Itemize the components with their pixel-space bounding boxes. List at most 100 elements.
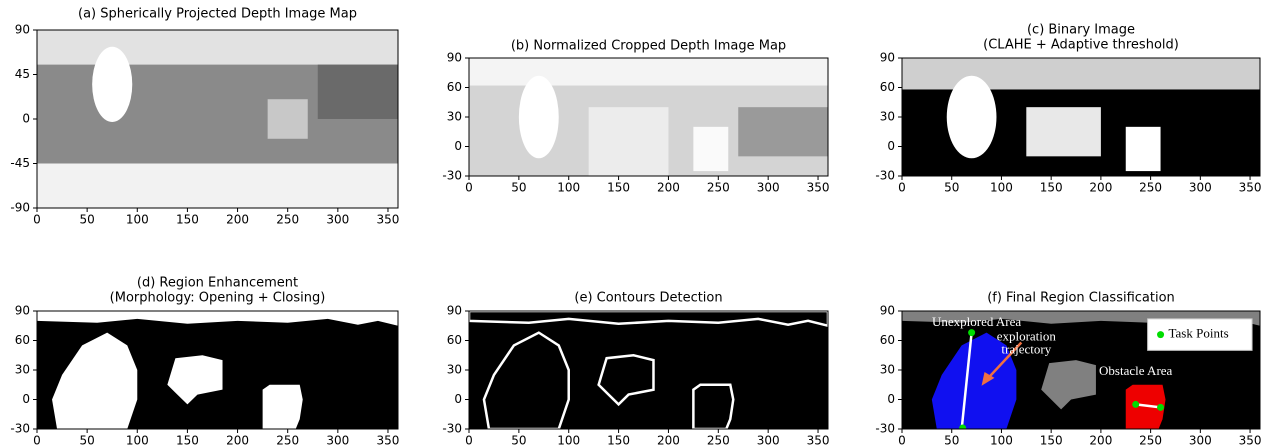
annotation: trajectory bbox=[1001, 341, 1051, 356]
x-tick-label: 350 bbox=[1239, 181, 1262, 195]
x-tick-label: 350 bbox=[807, 181, 830, 195]
y-tick-label: -30 bbox=[875, 169, 895, 183]
panel-title: (d) Region Enhancement bbox=[137, 276, 298, 291]
region bbox=[588, 107, 669, 176]
image-content bbox=[37, 30, 398, 208]
arrow-head bbox=[981, 371, 995, 386]
y-tick-label: 45 bbox=[15, 67, 30, 81]
x-tick-label: 250 bbox=[707, 434, 730, 448]
region bbox=[317, 64, 398, 119]
region bbox=[1041, 360, 1096, 410]
y-tick-label: -45 bbox=[10, 156, 30, 170]
panel-title: (e) Contours Detection bbox=[574, 291, 722, 306]
y-tick-label: 30 bbox=[880, 110, 895, 124]
region bbox=[469, 311, 828, 429]
x-tick-label: 50 bbox=[944, 181, 959, 195]
x-tick-label: 100 bbox=[126, 213, 149, 227]
x-tick-label: 50 bbox=[511, 181, 526, 195]
y-tick-label: 30 bbox=[880, 363, 895, 377]
panel-title: (a) Spherically Projected Depth Image Ma… bbox=[78, 7, 357, 22]
x-tick-label: 300 bbox=[1189, 434, 1212, 448]
x-tick-label: 50 bbox=[511, 434, 526, 448]
y-tick-label: -30 bbox=[442, 169, 462, 183]
x-tick-label: 200 bbox=[226, 434, 249, 448]
region bbox=[52, 332, 138, 429]
y-tick-label: -30 bbox=[442, 422, 462, 436]
y-tick-label: 0 bbox=[887, 139, 895, 153]
region bbox=[482, 331, 570, 429]
region bbox=[1125, 384, 1166, 429]
x-tick-label: 100 bbox=[557, 434, 580, 448]
x-tick-label: 150 bbox=[1040, 181, 1063, 195]
x-tick-label: 0 bbox=[898, 181, 906, 195]
x-tick-label: 250 bbox=[707, 181, 730, 195]
legend-box bbox=[1147, 318, 1253, 351]
region bbox=[469, 311, 828, 328]
panel-title: (b) Normalized Cropped Depth Image Map bbox=[511, 39, 786, 54]
legend-marker bbox=[1157, 331, 1165, 339]
x-tick-label: 0 bbox=[898, 434, 906, 448]
region bbox=[902, 311, 1260, 326]
panel-subtitle: (CLAHE + Adaptive threshold) bbox=[983, 38, 1179, 53]
y-tick-label: 30 bbox=[15, 363, 30, 377]
image-content bbox=[469, 58, 828, 176]
x-tick-label: 50 bbox=[79, 213, 94, 227]
x-tick-label: 100 bbox=[990, 434, 1013, 448]
x-tick-label: 350 bbox=[1239, 434, 1262, 448]
y-tick-label: 90 bbox=[15, 304, 30, 318]
x-tick-label: 150 bbox=[607, 181, 630, 195]
region bbox=[738, 107, 828, 157]
x-tick-label: 150 bbox=[607, 434, 630, 448]
panel-title: (f) Final Region Classification bbox=[987, 291, 1175, 306]
y-tick-label: 60 bbox=[880, 80, 895, 94]
x-tick-label: 50 bbox=[944, 434, 959, 448]
x-tick-label: 250 bbox=[1139, 434, 1162, 448]
annotation: Unexplored Area bbox=[932, 314, 1021, 329]
region bbox=[1125, 126, 1161, 172]
x-tick-label: 350 bbox=[377, 434, 400, 448]
y-tick-label: 0 bbox=[454, 139, 462, 153]
region bbox=[1026, 107, 1101, 157]
y-tick-label: 60 bbox=[880, 333, 895, 347]
region bbox=[92, 46, 133, 122]
x-tick-label: 250 bbox=[276, 213, 299, 227]
region bbox=[37, 30, 398, 65]
x-tick-label: 150 bbox=[1040, 434, 1063, 448]
x-tick-label: 0 bbox=[33, 213, 41, 227]
x-tick-label: 250 bbox=[276, 434, 299, 448]
y-tick-label: 0 bbox=[22, 112, 30, 126]
x-tick-label: 150 bbox=[176, 434, 199, 448]
image-content bbox=[37, 311, 398, 429]
x-tick-label: 0 bbox=[465, 181, 473, 195]
region bbox=[37, 163, 398, 208]
x-tick-label: 200 bbox=[1089, 181, 1112, 195]
x-tick-label: 250 bbox=[1139, 181, 1162, 195]
x-tick-label: 300 bbox=[1189, 181, 1212, 195]
x-tick-label: 350 bbox=[807, 434, 830, 448]
region bbox=[693, 126, 729, 172]
y-tick-label: -30 bbox=[875, 422, 895, 436]
region bbox=[262, 384, 303, 429]
image-content bbox=[902, 58, 1260, 176]
y-tick-label: 30 bbox=[447, 363, 462, 377]
region bbox=[267, 99, 308, 139]
legend-label: Task Points bbox=[1169, 326, 1229, 341]
region bbox=[946, 75, 997, 159]
y-tick-label: 60 bbox=[447, 80, 462, 94]
x-tick-label: 200 bbox=[657, 434, 680, 448]
x-tick-label: 300 bbox=[326, 434, 349, 448]
y-tick-label: 90 bbox=[880, 51, 895, 65]
x-tick-label: 150 bbox=[176, 213, 199, 227]
x-tick-label: 350 bbox=[377, 213, 400, 227]
image-content bbox=[469, 311, 828, 429]
y-tick-label: 90 bbox=[447, 304, 462, 318]
y-tick-label: 0 bbox=[22, 392, 30, 406]
y-tick-label: -90 bbox=[10, 201, 30, 215]
y-tick-label: 30 bbox=[447, 110, 462, 124]
x-tick-label: 200 bbox=[1089, 434, 1112, 448]
region bbox=[931, 332, 1017, 429]
x-tick-label: 200 bbox=[226, 213, 249, 227]
x-tick-label: 100 bbox=[557, 181, 580, 195]
x-tick-label: 50 bbox=[79, 434, 94, 448]
